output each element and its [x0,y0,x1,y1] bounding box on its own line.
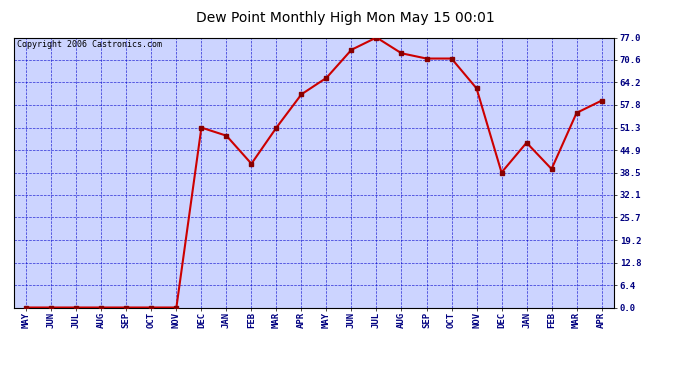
Text: Copyright 2006 Castronics.com: Copyright 2006 Castronics.com [17,40,161,49]
Text: Dew Point Monthly High Mon May 15 00:01: Dew Point Monthly High Mon May 15 00:01 [196,11,494,25]
